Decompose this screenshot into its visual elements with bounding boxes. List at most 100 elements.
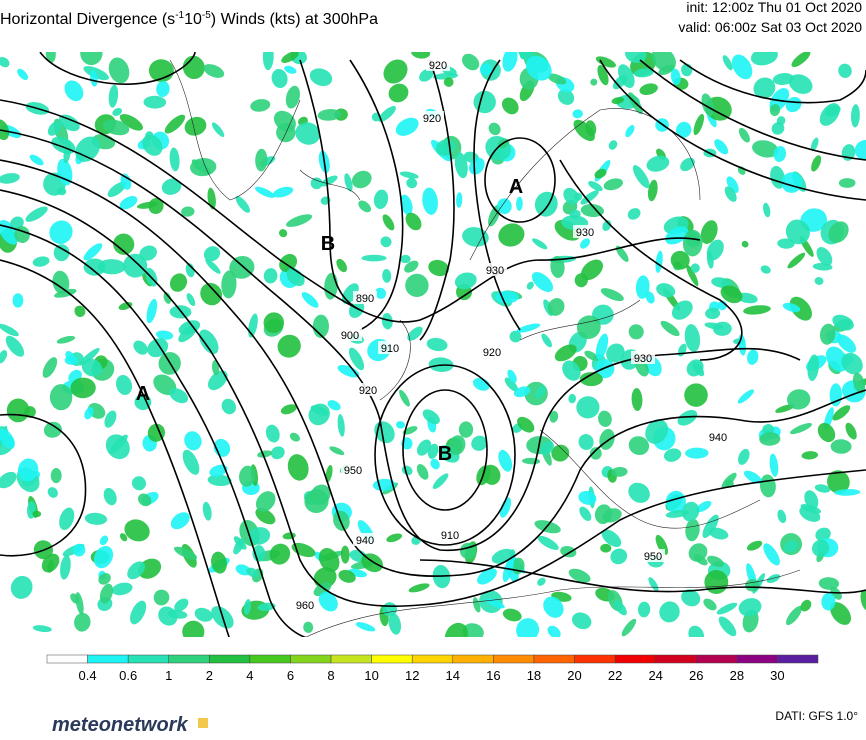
divergence-patch (501, 97, 519, 115)
divergence-patch (531, 272, 554, 292)
divergence-patch (852, 372, 866, 394)
divergence-patch (448, 435, 466, 455)
divergence-patch (696, 500, 712, 513)
divergence-patch (746, 540, 763, 551)
contour-label-bg (573, 225, 597, 238)
divergence-patch (355, 622, 376, 632)
divergence-patch (284, 65, 297, 74)
divergence-patch (819, 103, 840, 126)
divergence-patch (138, 493, 152, 507)
colorbar-label: 0.6 (119, 668, 137, 683)
divergence-patch (163, 292, 172, 304)
colorbar-label: 20 (567, 668, 581, 683)
divergence-patch (836, 334, 857, 353)
divergence-patch (348, 347, 365, 371)
divergence-patch (112, 107, 123, 117)
divergence-patch (200, 282, 223, 306)
divergence-patch (173, 546, 198, 560)
divergence-patch (462, 623, 484, 637)
colorbar-label: 30 (770, 668, 784, 683)
divergence-patch (255, 491, 276, 512)
colorbar-swatch (46, 654, 88, 664)
divergence-patch (156, 81, 170, 97)
divergence-patch (411, 52, 431, 59)
divergence-patch (147, 423, 166, 442)
divergence-patch (45, 52, 56, 63)
divergence-patch (211, 122, 225, 137)
divergence-patch (361, 254, 387, 262)
divergence-patch (576, 396, 600, 419)
divergence-patch (277, 334, 301, 358)
divergence-patch (408, 583, 430, 593)
divergence-patch (568, 568, 591, 583)
divergence-patch (211, 551, 227, 574)
divergence-patch (590, 78, 598, 86)
divergence-patch (850, 104, 860, 128)
divergence-patch (816, 246, 833, 266)
divergence-patch (708, 527, 729, 540)
divergence-patch (572, 612, 592, 630)
divergence-patch (58, 114, 80, 132)
divergence-patch (221, 270, 237, 299)
divergence-patch (789, 423, 813, 435)
divergence-patch (422, 409, 440, 425)
divergence-patch (12, 293, 24, 308)
divergence-patch (17, 68, 29, 81)
divergence-patch (807, 354, 819, 382)
divergence-patch (634, 68, 654, 78)
divergence-patch (788, 74, 813, 94)
height-contours (0, 52, 866, 637)
contour-label-bg (641, 549, 665, 562)
divergence-patch (317, 109, 342, 121)
colorbar-swatch (209, 654, 251, 664)
contour-label-bg (378, 341, 402, 354)
divergence-patch (752, 140, 779, 158)
divergence-patch (578, 434, 594, 450)
divergence-patch (665, 226, 689, 245)
colorbar-swatch (168, 654, 210, 664)
divergence-patch (625, 125, 635, 138)
divergence-patch (584, 350, 599, 361)
divergence-patch (454, 152, 468, 179)
divergence-patch (255, 186, 275, 198)
divergence-patch (98, 572, 111, 585)
divergence-patch (608, 140, 618, 150)
divergence-patch (540, 441, 554, 456)
divergence-patch (337, 414, 345, 437)
divergence-patch (738, 448, 750, 465)
divergence-patch (59, 507, 75, 531)
divergence-patch (81, 358, 103, 377)
divergence-patch (111, 582, 133, 596)
divergence-patch (118, 301, 133, 311)
divergence-patch (635, 275, 650, 299)
colorbar-swatch (574, 654, 616, 664)
divergence-patch (707, 555, 724, 568)
divergence-patch (814, 277, 824, 285)
title-sup: -5 (202, 10, 211, 21)
divergence-patch (209, 464, 228, 477)
divergence-patch (248, 527, 271, 545)
divergence-patch (690, 263, 700, 273)
divergence-patch (182, 620, 205, 637)
divergence-patch (191, 159, 212, 175)
divergence-patch (310, 177, 323, 190)
colorbar-label: 24 (648, 668, 662, 683)
divergence-patch (568, 393, 577, 404)
divergence-patch (52, 270, 70, 295)
colorbar-label: 2 (206, 668, 213, 683)
divergence-patch (688, 625, 705, 637)
divergence-patch (329, 446, 345, 456)
divergence-patch (763, 202, 771, 218)
divergence-patch (646, 155, 670, 172)
divergence-patch (271, 68, 288, 89)
divergence-patch (750, 52, 778, 66)
divergence-patch (549, 410, 559, 423)
divergence-patch (456, 192, 463, 208)
divergence-patch (287, 454, 309, 481)
divergence-patch (97, 259, 126, 275)
divergence-patch (64, 80, 84, 102)
divergence-patch (388, 613, 402, 635)
divergence-patch (308, 403, 330, 426)
divergence-patch (741, 240, 749, 248)
